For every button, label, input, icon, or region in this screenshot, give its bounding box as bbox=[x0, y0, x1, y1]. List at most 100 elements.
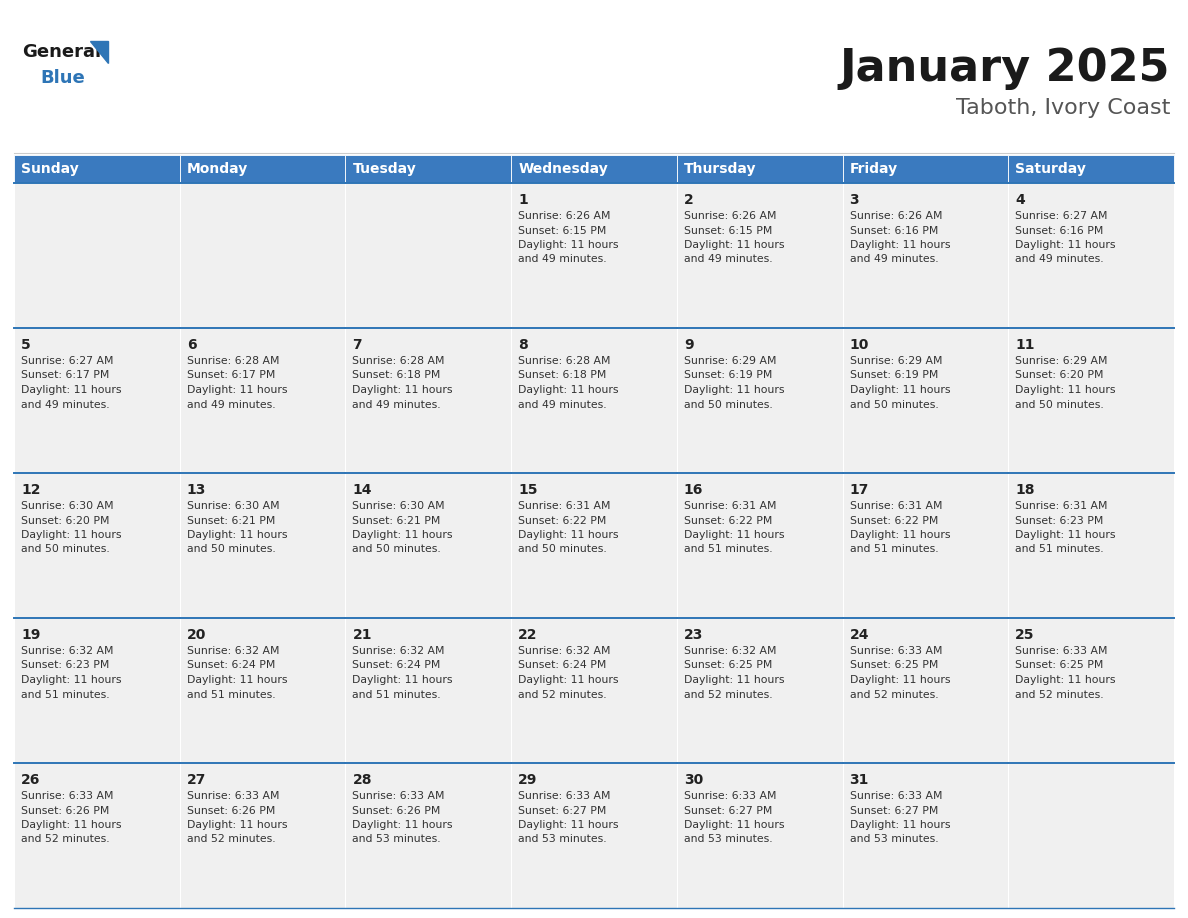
FancyBboxPatch shape bbox=[511, 473, 677, 618]
Text: Sunrise: 6:33 AM: Sunrise: 6:33 AM bbox=[187, 791, 279, 801]
FancyBboxPatch shape bbox=[14, 183, 179, 328]
Text: and 49 minutes.: and 49 minutes. bbox=[518, 399, 607, 409]
Text: Daylight: 11 hours: Daylight: 11 hours bbox=[684, 530, 784, 540]
Text: Sunset: 6:15 PM: Sunset: 6:15 PM bbox=[518, 226, 607, 236]
FancyBboxPatch shape bbox=[677, 618, 842, 763]
Text: and 49 minutes.: and 49 minutes. bbox=[21, 399, 109, 409]
Text: and 50 minutes.: and 50 minutes. bbox=[684, 399, 772, 409]
Text: and 49 minutes.: and 49 minutes. bbox=[1016, 254, 1104, 264]
Text: Sunset: 6:19 PM: Sunset: 6:19 PM bbox=[849, 371, 939, 380]
FancyBboxPatch shape bbox=[677, 763, 842, 908]
FancyBboxPatch shape bbox=[511, 328, 677, 473]
Text: Sunrise: 6:26 AM: Sunrise: 6:26 AM bbox=[849, 211, 942, 221]
Text: Sunrise: 6:33 AM: Sunrise: 6:33 AM bbox=[684, 791, 776, 801]
Text: 4: 4 bbox=[1016, 193, 1025, 207]
Text: 1: 1 bbox=[518, 193, 527, 207]
Text: 19: 19 bbox=[21, 628, 40, 642]
Text: Sunset: 6:24 PM: Sunset: 6:24 PM bbox=[518, 660, 607, 670]
Text: and 49 minutes.: and 49 minutes. bbox=[518, 254, 607, 264]
Text: January 2025: January 2025 bbox=[840, 47, 1170, 89]
Text: Sunset: 6:20 PM: Sunset: 6:20 PM bbox=[1016, 371, 1104, 380]
Text: Sunrise: 6:32 AM: Sunrise: 6:32 AM bbox=[353, 646, 446, 656]
FancyBboxPatch shape bbox=[179, 473, 346, 618]
Text: Sunrise: 6:28 AM: Sunrise: 6:28 AM bbox=[518, 356, 611, 366]
FancyBboxPatch shape bbox=[677, 155, 842, 183]
Text: Daylight: 11 hours: Daylight: 11 hours bbox=[849, 675, 950, 685]
Text: 5: 5 bbox=[21, 338, 31, 352]
Text: Daylight: 11 hours: Daylight: 11 hours bbox=[187, 530, 287, 540]
Text: 11: 11 bbox=[1016, 338, 1035, 352]
Text: and 51 minutes.: and 51 minutes. bbox=[187, 689, 276, 700]
Text: Sunset: 6:18 PM: Sunset: 6:18 PM bbox=[353, 371, 441, 380]
Text: Saturday: Saturday bbox=[1016, 162, 1086, 176]
Text: Sunset: 6:23 PM: Sunset: 6:23 PM bbox=[1016, 516, 1104, 525]
Text: 15: 15 bbox=[518, 483, 538, 497]
Text: Daylight: 11 hours: Daylight: 11 hours bbox=[518, 530, 619, 540]
FancyBboxPatch shape bbox=[179, 155, 346, 183]
Text: and 51 minutes.: and 51 minutes. bbox=[849, 544, 939, 554]
Text: 6: 6 bbox=[187, 338, 196, 352]
Text: Sunset: 6:22 PM: Sunset: 6:22 PM bbox=[518, 516, 607, 525]
Text: Daylight: 11 hours: Daylight: 11 hours bbox=[684, 675, 784, 685]
Text: Sunrise: 6:26 AM: Sunrise: 6:26 AM bbox=[684, 211, 776, 221]
Text: Sunset: 6:18 PM: Sunset: 6:18 PM bbox=[518, 371, 607, 380]
FancyBboxPatch shape bbox=[677, 328, 842, 473]
Text: Sunset: 6:20 PM: Sunset: 6:20 PM bbox=[21, 516, 109, 525]
Text: Sunrise: 6:31 AM: Sunrise: 6:31 AM bbox=[518, 501, 611, 511]
Text: Sunrise: 6:26 AM: Sunrise: 6:26 AM bbox=[518, 211, 611, 221]
Text: Daylight: 11 hours: Daylight: 11 hours bbox=[518, 820, 619, 830]
Text: Daylight: 11 hours: Daylight: 11 hours bbox=[21, 675, 121, 685]
Text: Sunrise: 6:33 AM: Sunrise: 6:33 AM bbox=[353, 791, 446, 801]
Text: 7: 7 bbox=[353, 338, 362, 352]
Text: 26: 26 bbox=[21, 773, 40, 787]
Text: Sunset: 6:27 PM: Sunset: 6:27 PM bbox=[518, 805, 607, 815]
Text: and 50 minutes.: and 50 minutes. bbox=[187, 544, 276, 554]
Text: Sunset: 6:16 PM: Sunset: 6:16 PM bbox=[1016, 226, 1104, 236]
Text: 23: 23 bbox=[684, 628, 703, 642]
Text: 3: 3 bbox=[849, 193, 859, 207]
Text: Sunrise: 6:32 AM: Sunrise: 6:32 AM bbox=[684, 646, 776, 656]
FancyBboxPatch shape bbox=[842, 183, 1009, 328]
Text: Sunrise: 6:27 AM: Sunrise: 6:27 AM bbox=[1016, 211, 1107, 221]
Text: and 51 minutes.: and 51 minutes. bbox=[684, 544, 772, 554]
FancyBboxPatch shape bbox=[842, 473, 1009, 618]
Text: Taboth, Ivory Coast: Taboth, Ivory Coast bbox=[955, 98, 1170, 118]
Text: 31: 31 bbox=[849, 773, 868, 787]
Text: Daylight: 11 hours: Daylight: 11 hours bbox=[187, 385, 287, 395]
Text: Sunrise: 6:31 AM: Sunrise: 6:31 AM bbox=[684, 501, 776, 511]
FancyBboxPatch shape bbox=[1009, 328, 1174, 473]
Text: Sunrise: 6:29 AM: Sunrise: 6:29 AM bbox=[1016, 356, 1107, 366]
Text: Daylight: 11 hours: Daylight: 11 hours bbox=[1016, 530, 1116, 540]
FancyBboxPatch shape bbox=[842, 328, 1009, 473]
Text: and 52 minutes.: and 52 minutes. bbox=[187, 834, 276, 845]
Text: Daylight: 11 hours: Daylight: 11 hours bbox=[353, 385, 453, 395]
Text: Friday: Friday bbox=[849, 162, 898, 176]
Text: Daylight: 11 hours: Daylight: 11 hours bbox=[849, 820, 950, 830]
Text: 17: 17 bbox=[849, 483, 868, 497]
FancyBboxPatch shape bbox=[677, 473, 842, 618]
Text: Sunset: 6:25 PM: Sunset: 6:25 PM bbox=[684, 660, 772, 670]
Text: and 51 minutes.: and 51 minutes. bbox=[353, 689, 441, 700]
Text: Sunset: 6:26 PM: Sunset: 6:26 PM bbox=[21, 805, 109, 815]
Text: Blue: Blue bbox=[40, 69, 84, 87]
FancyBboxPatch shape bbox=[511, 618, 677, 763]
Text: Sunrise: 6:33 AM: Sunrise: 6:33 AM bbox=[849, 646, 942, 656]
Text: 22: 22 bbox=[518, 628, 538, 642]
Text: 16: 16 bbox=[684, 483, 703, 497]
Text: Sunset: 6:19 PM: Sunset: 6:19 PM bbox=[684, 371, 772, 380]
Text: Sunset: 6:26 PM: Sunset: 6:26 PM bbox=[353, 805, 441, 815]
Text: Sunrise: 6:33 AM: Sunrise: 6:33 AM bbox=[21, 791, 114, 801]
Text: 20: 20 bbox=[187, 628, 206, 642]
Text: and 49 minutes.: and 49 minutes. bbox=[684, 254, 772, 264]
Text: Sunset: 6:27 PM: Sunset: 6:27 PM bbox=[849, 805, 939, 815]
Text: and 52 minutes.: and 52 minutes. bbox=[518, 689, 607, 700]
Text: Sunrise: 6:30 AM: Sunrise: 6:30 AM bbox=[21, 501, 114, 511]
Text: Sunrise: 6:33 AM: Sunrise: 6:33 AM bbox=[849, 791, 942, 801]
FancyBboxPatch shape bbox=[511, 763, 677, 908]
Text: Sunrise: 6:31 AM: Sunrise: 6:31 AM bbox=[1016, 501, 1107, 511]
Text: Daylight: 11 hours: Daylight: 11 hours bbox=[353, 675, 453, 685]
Text: Sunset: 6:21 PM: Sunset: 6:21 PM bbox=[187, 516, 276, 525]
Text: and 49 minutes.: and 49 minutes. bbox=[353, 399, 441, 409]
FancyBboxPatch shape bbox=[511, 155, 677, 183]
Text: Daylight: 11 hours: Daylight: 11 hours bbox=[684, 820, 784, 830]
